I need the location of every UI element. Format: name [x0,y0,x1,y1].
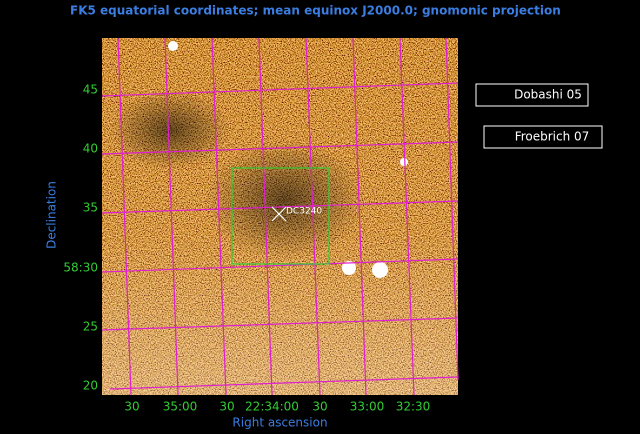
x-tick-label: 35:00 [163,400,198,414]
y-tick-label: 35 [83,201,98,215]
x-tick-label: 22:34:00 [245,400,299,414]
y-ticks: 45 40 35 58:30 25 20 [63,83,98,393]
object-label: DC3240 [286,207,322,217]
x-tick-label: 33:00 [350,400,385,414]
y-tick-label: 25 [83,320,98,334]
button-frame[interactable] [483,125,603,149]
x-tick-label: 30 [312,400,327,414]
x-tick-label: 30 [124,400,139,414]
coordinate-grid [101,37,459,396]
title: FK5 equatorial coordinates; mean equinox… [70,4,561,18]
catalog-button[interactable]: Froebrich 07 [483,125,603,149]
y-tick-label: 58:30 [63,261,98,275]
object-marker [271,206,287,222]
catalog-button[interactable]: Dobashi 05 [475,83,589,107]
x-tick-label: 32:30 [396,400,431,414]
y-tick-label: 45 [83,83,98,97]
y-tick-label: 40 [83,142,98,156]
button-frame[interactable] [475,83,589,107]
sky-image [102,38,458,395]
y-axis-label: Declination [45,181,59,249]
x-ticks: 30 35:00 30 22:34:00 30 33:00 32:30 [124,400,430,414]
button-label[interactable]: Froebrich 07 [515,130,590,144]
x-tick-label: 30 [219,400,234,414]
x-axis-label: Right ascension [232,416,327,430]
y-tick-label: 20 [83,379,98,393]
button-label[interactable]: Dobashi 05 [514,88,582,102]
selection-box [231,167,330,265]
